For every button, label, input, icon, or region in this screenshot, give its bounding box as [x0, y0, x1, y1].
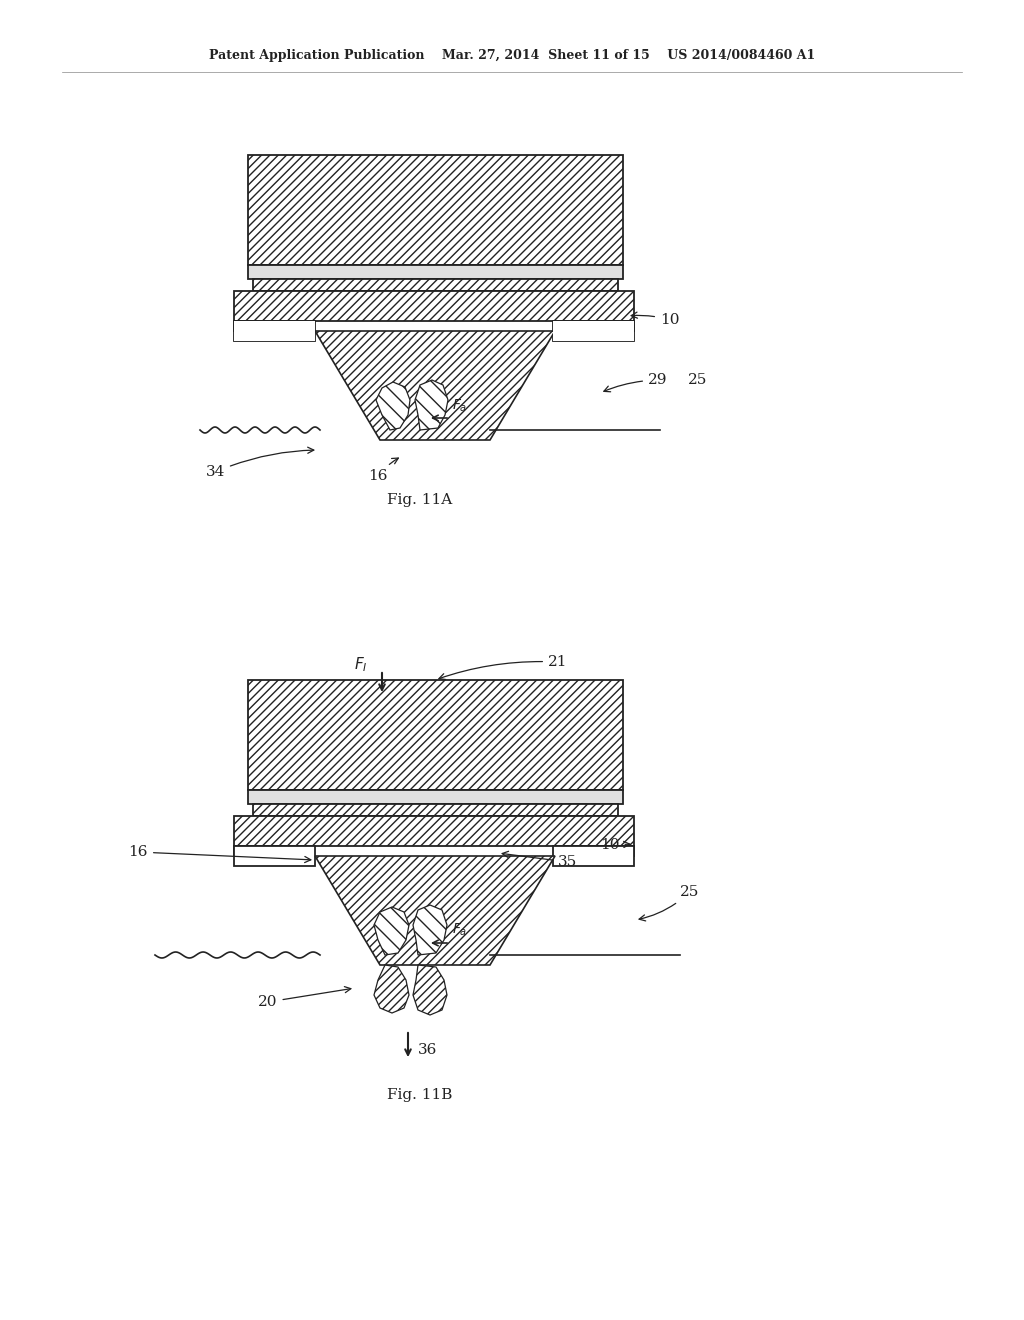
Bar: [234, 290, 634, 321]
Bar: [248, 265, 623, 279]
Text: 16: 16: [368, 458, 398, 483]
Polygon shape: [315, 331, 555, 440]
Text: 20: 20: [258, 986, 351, 1008]
Text: $F_a$: $F_a$: [452, 397, 467, 414]
Polygon shape: [376, 381, 410, 430]
Bar: [553, 321, 634, 341]
Text: 35: 35: [502, 851, 578, 869]
Polygon shape: [413, 906, 447, 954]
Bar: [234, 321, 304, 331]
Bar: [253, 279, 618, 290]
Polygon shape: [315, 855, 555, 965]
Text: 10: 10: [600, 838, 630, 851]
Bar: [248, 789, 623, 804]
Bar: [253, 804, 618, 816]
Bar: [234, 846, 304, 855]
Bar: [248, 680, 623, 789]
Text: $F_a$: $F_a$: [452, 921, 467, 939]
Bar: [564, 321, 634, 331]
Bar: [234, 321, 315, 341]
Text: 21: 21: [439, 655, 567, 680]
Text: 36: 36: [418, 1043, 437, 1057]
Text: Fig. 11B: Fig. 11B: [387, 1088, 453, 1102]
Bar: [553, 846, 634, 866]
Polygon shape: [374, 965, 409, 1012]
Bar: [234, 846, 315, 866]
Text: 34: 34: [206, 447, 313, 479]
Polygon shape: [413, 965, 447, 1015]
Text: 25: 25: [688, 374, 708, 387]
Text: 29: 29: [604, 374, 668, 392]
Text: 25: 25: [639, 884, 699, 921]
Polygon shape: [374, 907, 409, 954]
Text: $F_I$: $F_I$: [354, 656, 368, 675]
Text: 10: 10: [631, 312, 680, 327]
Text: Patent Application Publication    Mar. 27, 2014  Sheet 11 of 15    US 2014/00844: Patent Application Publication Mar. 27, …: [209, 49, 815, 62]
Bar: [234, 321, 315, 341]
Polygon shape: [415, 380, 449, 430]
Bar: [234, 816, 634, 846]
Bar: [248, 154, 623, 265]
Text: 16: 16: [128, 845, 311, 862]
Bar: [564, 846, 634, 855]
Text: Fig. 11A: Fig. 11A: [387, 492, 453, 507]
Bar: [553, 321, 634, 341]
